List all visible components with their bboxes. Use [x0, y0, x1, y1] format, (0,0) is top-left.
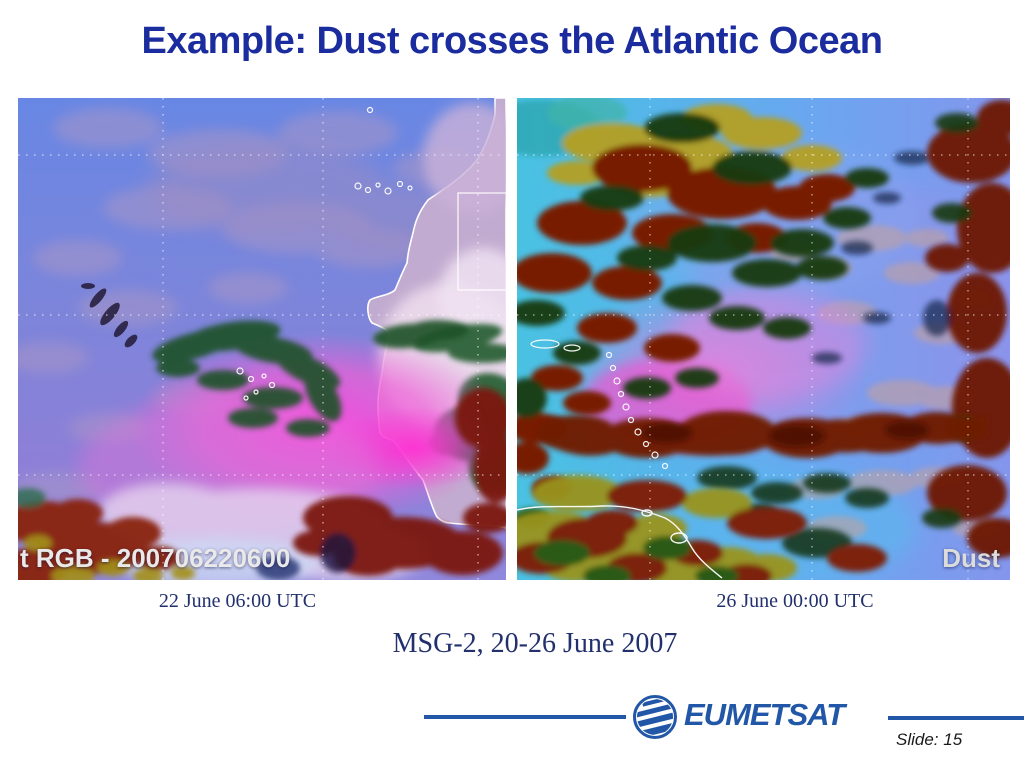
caption-left: 22 June 06:00 UTC: [158, 590, 317, 612]
divider-line-right: [888, 716, 1024, 720]
satellite-image-right: Dust: [517, 98, 1010, 580]
eumetsat-globe-icon: [633, 695, 677, 739]
eumetsat-logo-text: EUMETSAT: [684, 697, 845, 732]
slide-subtitle: MSG-2, 20-26 June 2007: [392, 628, 678, 659]
timestamp-overlay-label: t RGB - 200706220600: [20, 543, 291, 573]
satellite-art-right: [517, 98, 1010, 580]
dust-product-label: Dust: [942, 543, 1000, 573]
caption-right: 26 June 00:00 UTC: [716, 590, 874, 612]
slide-number-label: Slide: 15: [896, 730, 963, 749]
slide-title: Example: Dust crosses the Atlantic Ocean: [141, 20, 883, 62]
divider-line-left: [424, 715, 626, 719]
satellite-art-left: [18, 98, 506, 580]
satellite-image-left: t RGB - 200706220600: [18, 98, 506, 580]
